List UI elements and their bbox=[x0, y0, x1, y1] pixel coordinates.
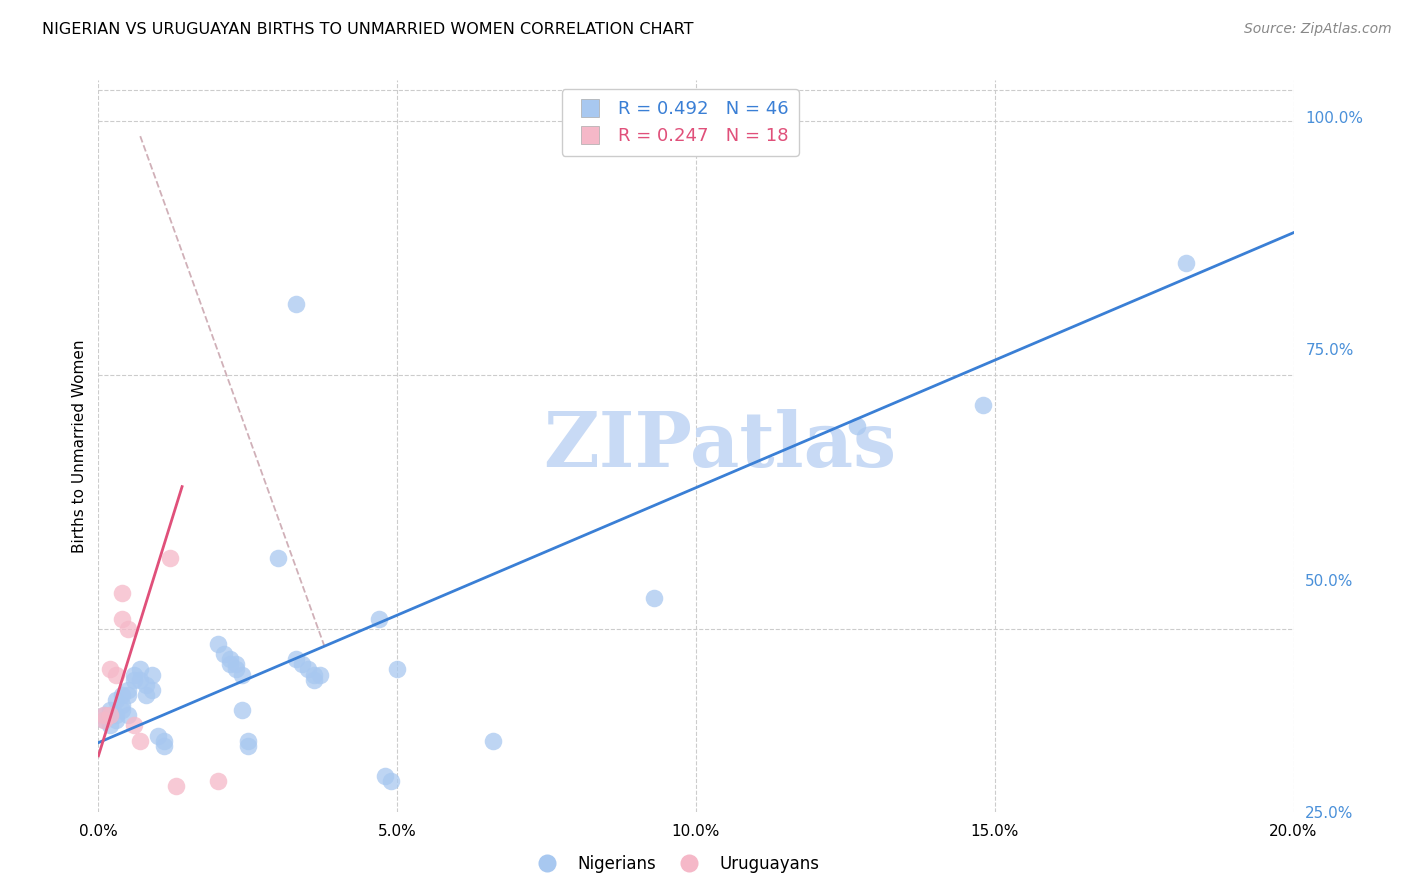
Point bbox=[135, 688, 157, 702]
Legend: Nigerians, Uruguayans: Nigerians, Uruguayans bbox=[524, 848, 825, 880]
Point bbox=[643, 591, 665, 606]
Point bbox=[219, 657, 242, 672]
Point bbox=[159, 550, 181, 565]
Point bbox=[100, 708, 122, 723]
Point bbox=[207, 774, 229, 789]
Point bbox=[111, 612, 134, 626]
Point bbox=[129, 673, 152, 687]
Point bbox=[93, 708, 115, 723]
Point bbox=[284, 652, 307, 666]
Point bbox=[100, 708, 122, 723]
Point bbox=[972, 398, 994, 412]
Point bbox=[207, 637, 229, 651]
Point bbox=[117, 622, 139, 636]
Point bbox=[368, 612, 391, 626]
Text: Source: ZipAtlas.com: Source: ZipAtlas.com bbox=[1244, 22, 1392, 37]
Point bbox=[141, 886, 163, 892]
Point bbox=[124, 673, 146, 687]
Point bbox=[297, 663, 319, 677]
Point bbox=[105, 693, 128, 707]
Point bbox=[219, 652, 242, 666]
Point bbox=[374, 769, 396, 783]
Point bbox=[100, 703, 122, 717]
Point bbox=[385, 663, 409, 677]
Point bbox=[100, 718, 122, 732]
Point bbox=[93, 714, 115, 728]
Point bbox=[141, 682, 163, 697]
Point bbox=[117, 682, 139, 697]
Point bbox=[212, 647, 235, 661]
Y-axis label: Births to Unmarried Women: Births to Unmarried Women bbox=[72, 339, 87, 553]
Point bbox=[124, 718, 146, 732]
Point bbox=[236, 733, 259, 747]
Point bbox=[105, 667, 128, 681]
Point bbox=[111, 586, 134, 600]
Point bbox=[153, 733, 176, 747]
Text: ZIPatlas: ZIPatlas bbox=[543, 409, 897, 483]
Point bbox=[141, 667, 163, 681]
Point bbox=[135, 678, 157, 692]
Point bbox=[148, 729, 170, 743]
Point bbox=[267, 550, 290, 565]
Point bbox=[129, 733, 152, 747]
Point bbox=[111, 703, 134, 717]
Point bbox=[308, 667, 330, 681]
Point bbox=[93, 714, 115, 728]
Point bbox=[124, 667, 146, 681]
Point bbox=[225, 657, 247, 672]
Point bbox=[231, 667, 253, 681]
Point bbox=[105, 708, 128, 723]
Point bbox=[380, 774, 402, 789]
Point bbox=[284, 297, 307, 311]
Point bbox=[291, 657, 314, 672]
Point bbox=[302, 667, 325, 681]
Point bbox=[302, 673, 325, 687]
Point bbox=[481, 733, 505, 747]
Point bbox=[117, 688, 139, 702]
Point bbox=[236, 739, 259, 753]
Point bbox=[93, 708, 115, 723]
Point bbox=[129, 663, 152, 677]
Point bbox=[153, 739, 176, 753]
Point bbox=[225, 663, 247, 677]
Text: NIGERIAN VS URUGUAYAN BIRTHS TO UNMARRIED WOMEN CORRELATION CHART: NIGERIAN VS URUGUAYAN BIRTHS TO UNMARRIE… bbox=[42, 22, 693, 37]
Point bbox=[1175, 256, 1198, 270]
Point bbox=[111, 688, 134, 702]
Point bbox=[231, 703, 253, 717]
Point bbox=[100, 663, 122, 677]
Point bbox=[846, 418, 869, 433]
Point bbox=[105, 714, 128, 728]
Legend: R = 0.492   N = 46, R = 0.247   N = 18: R = 0.492 N = 46, R = 0.247 N = 18 bbox=[561, 89, 799, 156]
Point bbox=[165, 780, 187, 794]
Point bbox=[111, 698, 134, 712]
Point bbox=[117, 708, 139, 723]
